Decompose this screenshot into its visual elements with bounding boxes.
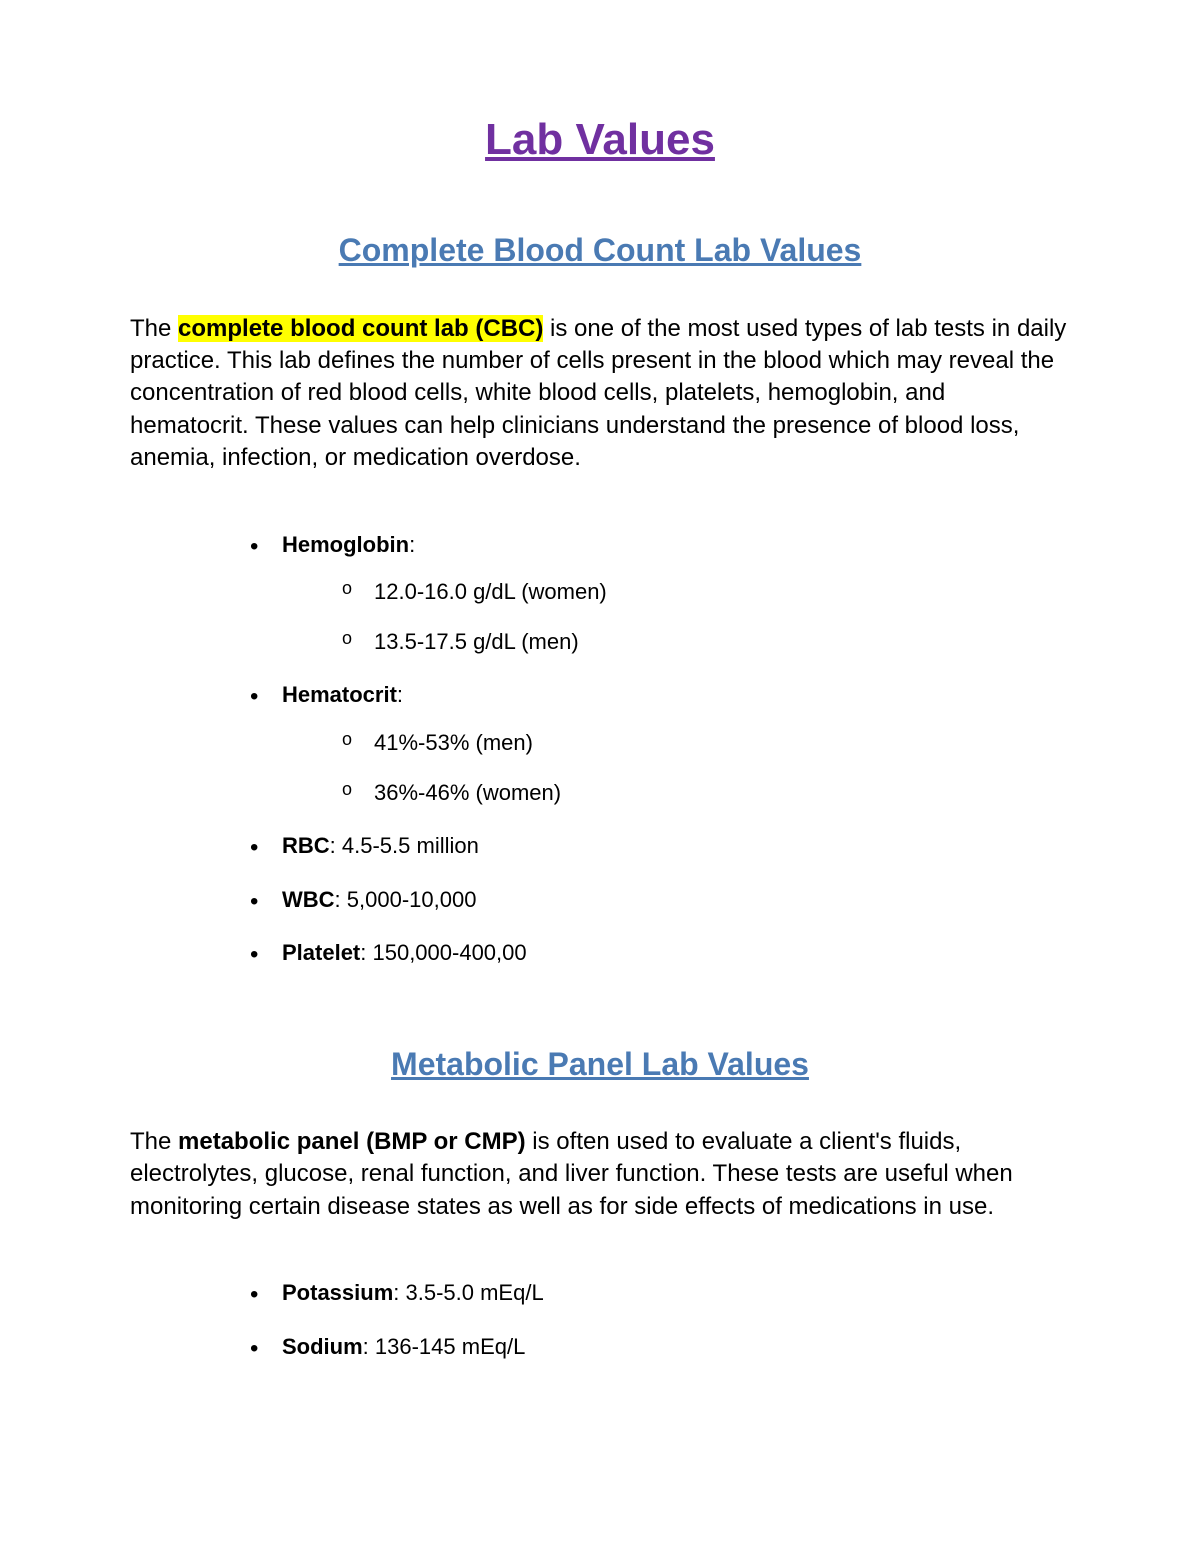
list-item-hemoglobin: Hemoglobin: 12.0-16.0 g/dL (women) 13.5-… <box>250 525 1070 662</box>
cbc-value-list: Hemoglobin: 12.0-16.0 g/dL (women) 13.5-… <box>130 525 1070 973</box>
platelet-label: Platelet <box>282 940 360 965</box>
hemoglobin-sublist: 12.0-16.0 g/dL (women) 13.5-17.5 g/dL (m… <box>282 572 1070 661</box>
hematocrit-label: Hematocrit <box>282 682 397 707</box>
list-item: 12.0-16.0 g/dL (women) <box>342 572 1070 612</box>
colon: : <box>397 682 403 707</box>
sodium-value: : 136-145 mEq/L <box>363 1334 526 1359</box>
cbc-intro-paragraph: The complete blood count lab (CBC) is on… <box>130 313 1070 475</box>
section-heading-bmp: Metabolic Panel Lab Values <box>130 1043 1070 1086</box>
bmp-bold: metabolic panel (BMP or CMP) <box>178 1128 526 1155</box>
bmp-value-list: Potassium: 3.5-5.0 mEq/L Sodium: 136-145… <box>130 1273 1070 1366</box>
bmp-intro-prefix: The <box>130 1128 178 1155</box>
hemoglobin-label: Hemoglobin <box>282 532 409 557</box>
cbc-intro-prefix: The <box>130 315 178 342</box>
potassium-value: : 3.5-5.0 mEq/L <box>393 1280 543 1305</box>
cbc-highlight: complete blood count lab (CBC) <box>178 315 543 342</box>
page-title: Lab Values <box>130 110 1070 169</box>
section-heading-cbc: Complete Blood Count Lab Values <box>130 229 1070 272</box>
wbc-value: : 5,000-10,000 <box>335 887 477 912</box>
sodium-label: Sodium <box>282 1334 363 1359</box>
list-item-wbc: WBC: 5,000-10,000 <box>250 880 1070 920</box>
rbc-label: RBC <box>282 833 330 858</box>
hematocrit-sublist: 41%-53% (men) 36%-46% (women) <box>282 723 1070 812</box>
list-item-rbc: RBC: 4.5-5.5 million <box>250 826 1070 866</box>
list-item-platelet: Platelet: 150,000-400,00 <box>250 933 1070 973</box>
list-item-sodium: Sodium: 136-145 mEq/L <box>250 1327 1070 1367</box>
colon: : <box>409 532 415 557</box>
list-item: 13.5-17.5 g/dL (men) <box>342 622 1070 662</box>
rbc-value: : 4.5-5.5 million <box>330 833 479 858</box>
list-item: 36%-46% (women) <box>342 773 1070 813</box>
list-item: 41%-53% (men) <box>342 723 1070 763</box>
list-item-potassium: Potassium: 3.5-5.0 mEq/L <box>250 1273 1070 1313</box>
wbc-label: WBC <box>282 887 335 912</box>
list-item-hematocrit: Hematocrit: 41%-53% (men) 36%-46% (women… <box>250 675 1070 812</box>
platelet-value: : 150,000-400,00 <box>360 940 526 965</box>
bmp-intro-paragraph: The metabolic panel (BMP or CMP) is ofte… <box>130 1126 1070 1223</box>
potassium-label: Potassium <box>282 1280 393 1305</box>
